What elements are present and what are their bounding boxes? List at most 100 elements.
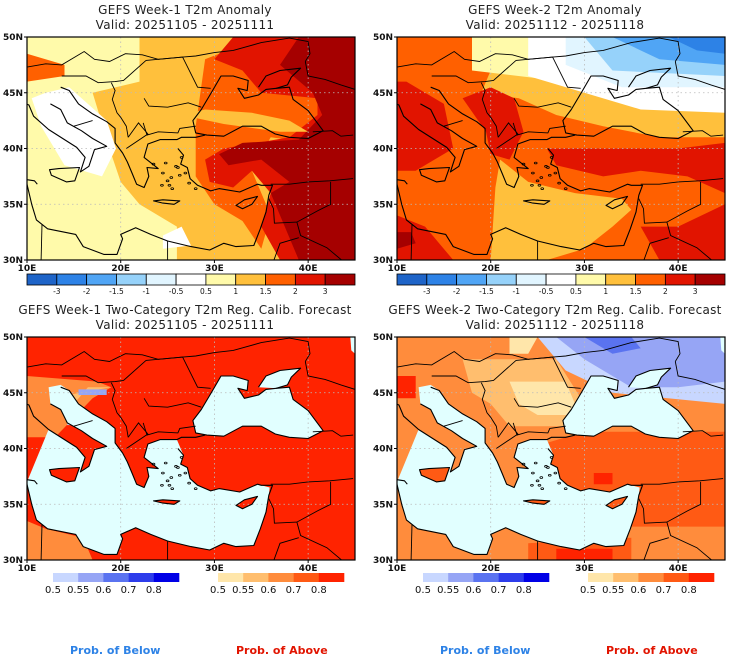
mediterranean-sea [397,384,640,555]
country-border [270,478,354,485]
panel-title: GEFS Week-1 Two-Category T2m Reg. Calib.… [18,303,352,317]
country-borders [397,37,725,260]
coastline-balkans [430,386,576,489]
colorbar-swatch [324,273,356,286]
colorbar-label: -0.5 [539,287,554,296]
colorbar-swatch [128,573,155,582]
caption-prob-below: Prob. of Below [440,644,531,657]
colorbar-swatch [26,273,58,286]
colorbar-swatch [613,573,639,582]
coastline-balkans [60,386,206,489]
country-border [640,478,724,485]
colorbar-swatch [473,573,499,582]
field-region [668,37,725,54]
country-border [142,122,196,136]
colorbar-label: -2 [83,287,91,296]
caption-prob-above: Prob. of Above [236,644,328,657]
colorbar-label: -0.5 [169,287,184,296]
colorbar-swatch [175,273,207,286]
aegean-island [531,171,535,175]
lon-tick-label: 10E [388,264,407,274]
aegean-island [170,487,175,490]
country-border [126,122,149,149]
country-border [270,178,354,185]
country-border [496,422,519,449]
colorbar-label: -1.5 [109,287,124,296]
colorbar-swatch [605,273,636,286]
country-border [273,237,299,260]
coastline-italy [27,387,108,473]
country-border [61,360,147,384]
colorbar-swatch [243,573,269,582]
aegean-island [535,179,540,183]
colorbar-prob-below: 0.5 0.55 0.6 0.7 0.8 [45,573,180,596]
colorbar-label: -3 [423,287,431,296]
aegean-island [537,483,542,487]
country-border [40,224,43,260]
aegean-island [187,181,191,185]
lat-tick-label: 35N [3,500,23,510]
field-region [481,70,725,138]
colorbar-swatch [78,573,104,582]
field-region [584,337,641,354]
coastline-crete [152,199,181,205]
panel-week1-anomaly: GEFS Week-1 T2m Anomaly Valid: 20251105 … [0,0,370,330]
lat-tick-label: 45N [373,89,393,99]
colorbar-label: 0.5 [210,585,226,596]
coastline-cyprus [605,495,629,510]
anomaly-colorbar: -3 -2 -1.5 -1 -0.5 0.5 1 1.5 2 3 [26,273,356,296]
lon-tick-label: 40E [669,564,688,574]
colorbar-swatch [396,273,428,286]
anomaly-colorbar: -3 -2 -1.5 -1 -0.5 0.5 1 1.5 2 3 [396,273,726,296]
aegean-island [531,471,535,475]
sicily [419,467,450,482]
country-border [496,122,519,149]
country-borders [27,37,355,260]
colorbar-label: 0.6 [465,585,481,596]
lon-tick-label: 20E [111,564,130,574]
coastline-tunisia [397,179,408,185]
lon-tick-label: 40E [669,264,688,274]
aegean-island [563,187,568,190]
lat-tick-label: 35N [373,200,393,210]
field-region [490,159,632,260]
country-border [515,56,581,89]
lat-tick-label: 50N [3,333,23,343]
field-region [397,232,416,249]
colorbar-swatch [635,273,666,286]
coastlines [27,367,324,555]
colorbar-label: 0.8 [681,585,697,596]
coastline-tunisia [27,179,38,185]
colorbar-label: 0.7 [656,585,672,596]
coastline-cyprus [235,495,259,510]
colorbar-swatch [56,273,88,286]
aegean-island [547,173,552,177]
lon-tick-label: 10E [388,564,407,574]
colorbar-label: 2 [663,287,668,296]
coastline-cyprus [235,195,259,210]
map-field [27,337,355,560]
field-region [31,87,117,177]
panel-valid-dates: Valid: 20251105 - 20251111 [95,18,275,32]
lat-tick-label: 30N [373,256,393,266]
country-border [638,481,702,524]
aegean-island [176,466,180,469]
cyprus [606,496,628,509]
lon-tick-label: 20E [111,264,130,274]
country-border [126,422,149,449]
colorbar-label: -3 [53,287,61,296]
coastlines [397,367,694,555]
country-border [643,237,669,260]
lon-tick-label: 30E [575,264,594,274]
colorbar-label: 1.5 [630,287,642,296]
country-border [443,120,463,127]
lon-tick-label: 20E [481,564,500,574]
colorbar-swatch [426,273,458,286]
panel-week2-anomaly: GEFS Week-2 T2m Anomaly Valid: 20251112 … [370,0,740,330]
aegean-island [169,176,174,179]
country-border [304,361,355,390]
field-region [219,37,355,260]
colorbar-swatch [116,273,147,286]
colorbar-swatch [638,573,664,582]
